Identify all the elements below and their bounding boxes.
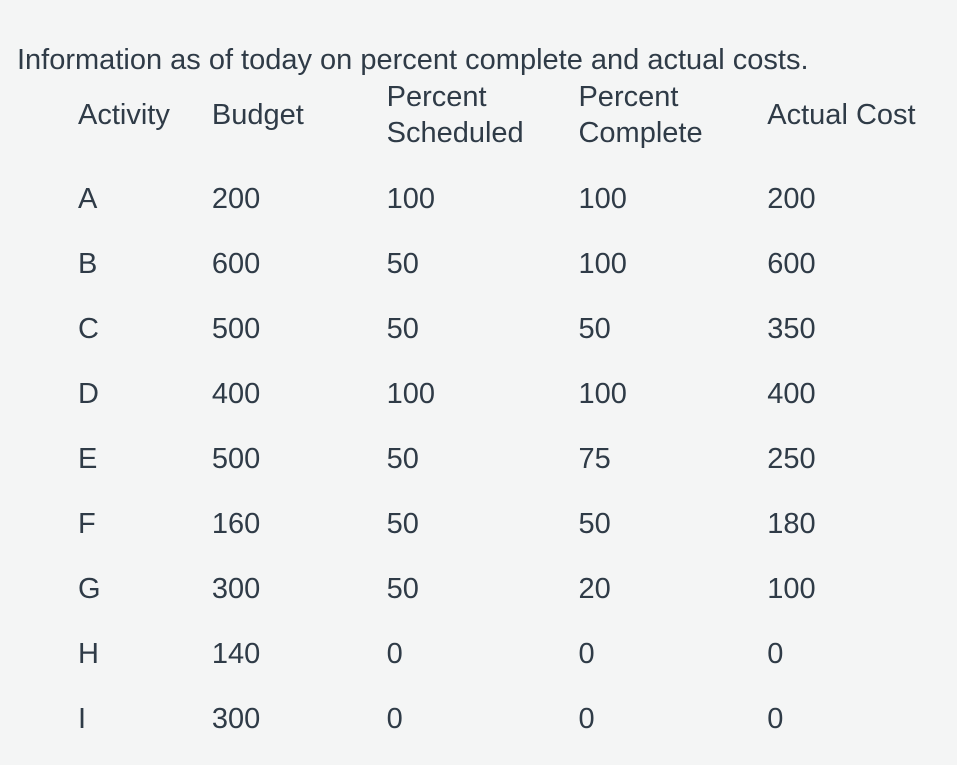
cell-percent-complete: 100: [578, 377, 627, 410]
cell-actual-cost: 180: [767, 507, 816, 540]
cell-actual-cost: 100: [767, 572, 816, 605]
activity-cost-table: Activity Budget Percent Scheduled Percen…: [78, 64, 957, 751]
column-header-percent-scheduled: Percent Scheduled: [386, 81, 524, 149]
cell-budget: 300: [211, 572, 261, 605]
cell-percent-scheduled: 50: [386, 312, 419, 345]
cell-budget: 160: [211, 507, 261, 540]
intro-text: Information as of today on percent compl…: [17, 44, 809, 76]
cell-actual-cost: 400: [767, 377, 816, 410]
cell-budget: 200: [211, 182, 261, 215]
cell-budget: 500: [211, 312, 261, 345]
cell-percent-scheduled: 50: [386, 442, 419, 475]
cell-activity: D: [78, 377, 99, 410]
cell-budget: 600: [211, 247, 261, 280]
column-header-actual-cost: Actual Cost: [767, 99, 916, 131]
cell-activity: A: [78, 182, 98, 215]
table-row: E 500 50 75 250: [78, 426, 957, 491]
cell-percent-scheduled: 50: [386, 572, 419, 605]
column-header-budget: Budget: [211, 99, 304, 131]
cell-percent-complete: 100: [578, 247, 627, 280]
cell-actual-cost: 0: [767, 702, 784, 735]
cell-actual-cost: 200: [767, 182, 816, 215]
table-row: I 300 0 0 0: [78, 686, 957, 751]
cell-activity: C: [78, 312, 99, 345]
cell-percent-scheduled: 0: [386, 702, 403, 735]
cell-budget: 400: [211, 377, 261, 410]
table-row: H 140 0 0 0: [78, 621, 957, 686]
cell-budget: 140: [211, 637, 261, 670]
table-row: G 300 50 20 100: [78, 556, 957, 621]
cell-percent-complete: 50: [578, 507, 611, 540]
table-row: A 200 100 100 200: [78, 166, 957, 231]
cell-percent-scheduled: 50: [386, 247, 419, 280]
cell-activity: I: [78, 702, 87, 735]
cell-actual-cost: 250: [767, 442, 816, 475]
cell-budget: 300: [211, 702, 261, 735]
table-body: A 200 100 100 200 B 600 50 100 600 C 500…: [78, 166, 957, 751]
cell-percent-scheduled: 50: [386, 507, 419, 540]
cell-activity: B: [78, 247, 98, 280]
cell-percent-scheduled: 0: [386, 637, 403, 670]
table-row: D 400 100 100 400: [78, 361, 957, 426]
cell-actual-cost: 600: [767, 247, 816, 280]
table-row: C 500 50 50 350: [78, 296, 957, 361]
cell-percent-scheduled: 100: [386, 377, 436, 410]
column-header-activity: Activity: [78, 99, 170, 131]
cell-percent-complete: 75: [578, 442, 611, 475]
cell-budget: 500: [211, 442, 261, 475]
column-header-percent-complete: Percent Complete: [578, 81, 703, 149]
cell-percent-complete: 0: [578, 702, 595, 735]
cell-percent-complete: 0: [578, 637, 595, 670]
table-header-row: Activity Budget Percent Scheduled Percen…: [78, 64, 957, 166]
cell-activity: F: [78, 507, 96, 540]
table-row: B 600 50 100 600: [78, 231, 957, 296]
cell-percent-scheduled: 100: [386, 182, 436, 215]
cell-percent-complete: 50: [578, 312, 611, 345]
table-header: Activity Budget Percent Scheduled Percen…: [78, 64, 957, 166]
cell-percent-complete: 20: [578, 572, 611, 605]
cell-activity: E: [78, 442, 98, 475]
cell-percent-complete: 100: [578, 182, 627, 215]
cell-actual-cost: 0: [767, 637, 784, 670]
table-row: F 160 50 50 180: [78, 491, 957, 556]
cell-actual-cost: 350: [767, 312, 816, 345]
cell-activity: H: [78, 637, 99, 670]
cell-activity: G: [78, 572, 101, 605]
